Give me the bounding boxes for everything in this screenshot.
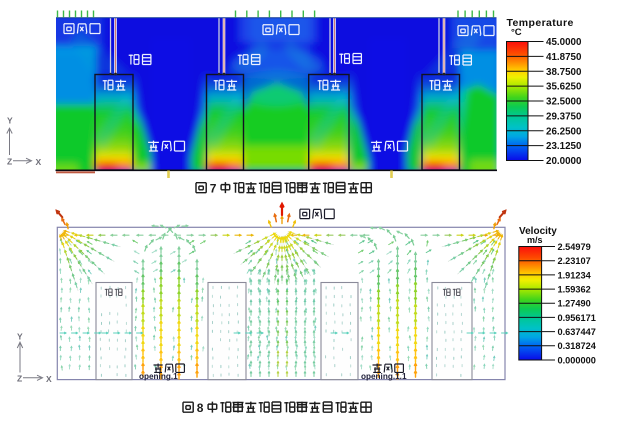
svg-text:23.1250: 23.1250 — [546, 141, 582, 152]
svg-text:Z: Z — [17, 374, 22, 384]
svg-text:38.7500: 38.7500 — [546, 67, 582, 78]
svg-text:0.318724: 0.318724 — [558, 341, 597, 351]
svg-text:Temperature: Temperature — [507, 17, 574, 29]
svg-text:20.0000: 20.0000 — [546, 156, 582, 167]
svg-text:0.956171: 0.956171 — [558, 313, 596, 323]
svg-text:2.54979: 2.54979 — [558, 242, 591, 252]
svg-text:0.637447: 0.637447 — [558, 327, 596, 337]
svg-text:41.8750: 41.8750 — [546, 52, 582, 63]
svg-text:1.91234: 1.91234 — [558, 270, 592, 280]
svg-text:Z: Z — [7, 157, 12, 167]
svg-text:X: X — [36, 157, 42, 167]
svg-text:2.23107: 2.23107 — [558, 256, 591, 266]
svg-text:m/s: m/s — [527, 235, 543, 245]
svg-text:45.0000: 45.0000 — [546, 37, 582, 48]
svg-text:X: X — [46, 374, 52, 384]
svg-text:35.6250: 35.6250 — [546, 82, 582, 93]
svg-text:Velocity: Velocity — [519, 226, 557, 237]
svg-text:29.3750: 29.3750 — [546, 112, 582, 123]
svg-text:Y: Y — [7, 116, 13, 126]
svg-text:1.27490: 1.27490 — [558, 299, 591, 309]
svg-text:Y: Y — [17, 332, 23, 342]
svg-text:32.5000: 32.5000 — [546, 97, 582, 108]
svg-text:°C: °C — [511, 27, 522, 38]
svg-text:1.59362: 1.59362 — [558, 285, 591, 295]
svg-text:26.2500: 26.2500 — [546, 126, 582, 137]
svg-text:opening.1.1: opening.1.1 — [361, 372, 407, 381]
svg-text:7: 7 — [210, 182, 217, 196]
svg-text:0.000000: 0.000000 — [558, 355, 596, 365]
svg-text:opening.1: opening.1 — [139, 372, 178, 381]
svg-text:8: 8 — [197, 401, 204, 415]
